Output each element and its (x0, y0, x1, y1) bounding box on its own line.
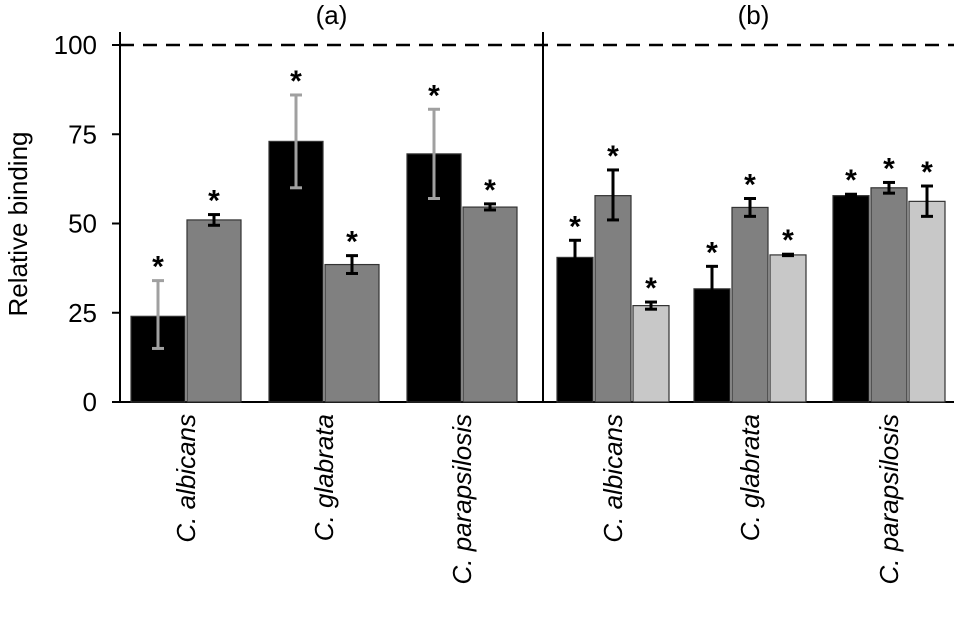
bar (324, 263, 380, 403)
x-tick-label: C. parapsilosis (874, 414, 904, 585)
x-tick-label: C. parapsilosis (447, 414, 477, 585)
significance-marker: * (921, 156, 933, 189)
y-tick-label: 75 (68, 119, 97, 149)
bar (769, 254, 807, 403)
y-tick-label: 50 (68, 209, 97, 239)
bar (462, 206, 518, 403)
significance-marker: * (484, 174, 496, 207)
panel-title: (b) (738, 0, 770, 30)
significance-marker: * (346, 226, 358, 259)
significance-marker: * (883, 152, 895, 185)
significance-marker: * (569, 210, 581, 243)
bar (632, 305, 670, 403)
significance-marker: * (152, 251, 164, 284)
x-tick-label: C. albicans (598, 414, 628, 543)
bar (832, 195, 870, 403)
significance-marker: * (845, 164, 857, 197)
bar (693, 288, 731, 403)
significance-marker: * (744, 169, 756, 202)
x-tick-label: C. albicans (171, 414, 201, 543)
y-tick-label: 25 (68, 298, 97, 328)
bar (908, 200, 946, 403)
significance-marker: * (706, 236, 718, 269)
significance-marker: * (428, 79, 440, 112)
panel-title: (a) (316, 0, 348, 30)
bar (594, 195, 632, 403)
significance-marker: * (607, 140, 619, 173)
bar (731, 206, 769, 403)
y-axis-label: Relative binding (3, 131, 33, 316)
bar (556, 256, 594, 403)
significance-marker: * (782, 224, 794, 257)
significance-marker: * (645, 272, 657, 305)
significance-marker: * (290, 65, 302, 98)
y-tick-label: 100 (54, 30, 97, 60)
y-tick-label: 0 (83, 387, 97, 417)
bar (186, 219, 242, 403)
x-tick-label: C. glabrata (309, 414, 339, 541)
significance-marker: * (208, 185, 220, 218)
bar (870, 187, 908, 403)
x-tick-label: C. glabrata (735, 414, 765, 541)
